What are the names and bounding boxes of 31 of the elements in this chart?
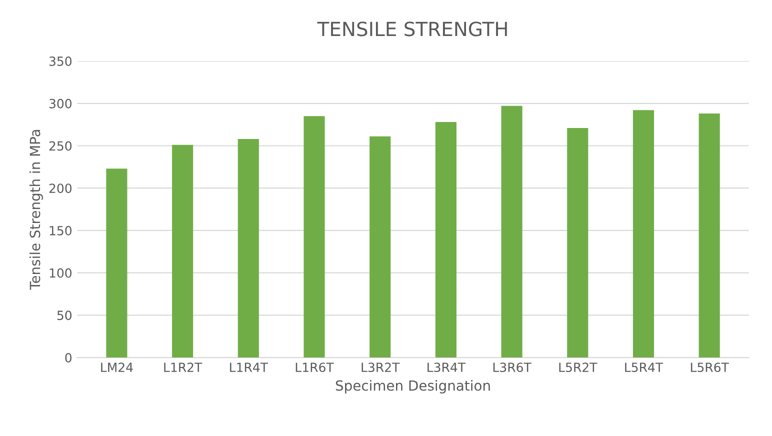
- x-tick-label: L5R4T: [625, 362, 664, 372]
- y-tick-label: 50: [57, 310, 72, 320]
- bar: [567, 128, 588, 358]
- chart-title: TENSILE STRENGTH: [317, 22, 507, 36]
- y-axis-title: Tensile Strength in MPa: [29, 130, 43, 290]
- bar: [238, 138, 259, 358]
- bar: [370, 136, 391, 358]
- x-tick-label: L3R2T: [362, 362, 400, 372]
- bar: [501, 106, 522, 358]
- x-tick-label: L3R6T: [493, 362, 532, 372]
- x-tick-label: L5R2T: [559, 362, 598, 372]
- x-axis-title: Specimen Designation: [336, 380, 490, 394]
- bar: [304, 116, 325, 358]
- y-tick-label: 300: [49, 98, 72, 108]
- x-tick-label: L1R4T: [230, 362, 268, 372]
- y-tick-label: 250: [49, 141, 72, 151]
- bar: [698, 114, 720, 358]
- y-tick-label: 150: [50, 226, 72, 236]
- x-tick-label: L1R2T: [164, 362, 202, 372]
- bar: [172, 144, 194, 358]
- x-tick-label: LM24: [101, 362, 133, 372]
- y-tick-label: 350: [49, 56, 72, 66]
- x-tick-label: L1R6T: [296, 362, 334, 372]
- y-tick-label: 100: [50, 268, 72, 278]
- y-tick-label: 200: [49, 184, 72, 194]
- x-tick-label: L5R6T: [690, 362, 729, 372]
- y-tick-label: 0: [65, 352, 72, 362]
- bar: [632, 110, 654, 358]
- bar: [435, 122, 456, 358]
- bar: [106, 168, 128, 358]
- x-tick-label: L3R4T: [428, 362, 466, 372]
